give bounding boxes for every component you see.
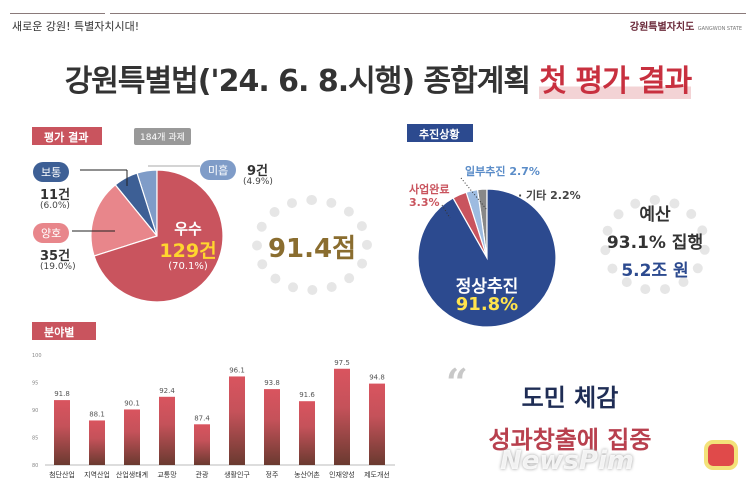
label-normal: 보통 bbox=[33, 162, 70, 182]
task-count-tag: 184개 과제 bbox=[134, 128, 191, 145]
bar bbox=[124, 409, 140, 465]
quote-line1: 도민 체감 bbox=[521, 384, 619, 412]
pct-good: (19.0%) bbox=[40, 262, 76, 272]
pct-poor: (4.9%) bbox=[243, 177, 273, 187]
label-good: 양호 bbox=[33, 223, 70, 243]
count-normal: 11건 bbox=[40, 188, 71, 203]
budget-rate: 93.1% 집행 bbox=[606, 233, 704, 253]
newspim-logo-icon bbox=[708, 444, 734, 466]
bar-value-label: 90.1 bbox=[124, 399, 140, 407]
bar bbox=[369, 383, 385, 465]
label-completed: 사업완료 3.3% bbox=[409, 183, 450, 209]
count-poor: 9건 bbox=[247, 164, 269, 179]
progress-pie bbox=[417, 177, 557, 328]
laurel-wreath-icon bbox=[600, 195, 710, 295]
header-line bbox=[110, 13, 746, 14]
category-label: 제도개선 bbox=[364, 470, 390, 479]
budget-title: 예산 bbox=[639, 205, 671, 225]
count-good: 35건 bbox=[40, 249, 71, 264]
pct-normal-progress: 91.8% bbox=[455, 294, 519, 315]
pct-normal: (6.0%) bbox=[40, 201, 70, 211]
category-label: 농산어촌 bbox=[294, 470, 320, 479]
bar-value-label: 94.8 bbox=[369, 374, 385, 382]
bar-value-label: 91.6 bbox=[299, 391, 315, 399]
bar bbox=[159, 396, 175, 465]
bar bbox=[54, 400, 70, 465]
category-label: 관광 bbox=[196, 470, 209, 479]
bar bbox=[89, 420, 105, 465]
bar-value-label: 93.8 bbox=[264, 379, 280, 387]
field-bar-chart: 100 95 90 85 80 91.8 첨단산업 88.1 지역산업 90.1 산업생태계 92.4… bbox=[32, 353, 395, 479]
leader-line bbox=[460, 177, 488, 211]
y-tick-label: 95 bbox=[32, 381, 38, 387]
evaluation-pie bbox=[72, 165, 224, 303]
category-label: 정주 bbox=[266, 470, 279, 479]
label-poor: 미흡 bbox=[200, 160, 237, 180]
evaluation-slice bbox=[93, 169, 224, 303]
progress-slice bbox=[417, 188, 557, 328]
label-other: · 기타 2.2% bbox=[518, 189, 581, 202]
bar-value-label: 92.4 bbox=[159, 387, 175, 395]
bar bbox=[194, 424, 210, 465]
label-excellent: 우수 bbox=[174, 220, 202, 238]
y-tick-label: 100 bbox=[32, 353, 42, 359]
quote-mark-icon: “ bbox=[446, 360, 468, 405]
count-excellent: 129건 bbox=[159, 240, 217, 262]
y-tick-label: 90 bbox=[32, 408, 38, 414]
category-label: 생활인구 bbox=[224, 470, 250, 479]
laurel-wreath-icon bbox=[252, 195, 372, 295]
leader-line bbox=[441, 204, 451, 219]
bar bbox=[229, 376, 245, 465]
section-evaluation: 평가 결과 bbox=[32, 127, 103, 145]
watermark-logo: NewsPim bbox=[500, 446, 634, 476]
category-label: 인재양성 bbox=[329, 470, 355, 479]
section-field: 분야별 bbox=[32, 322, 97, 340]
section-progress: 추진상황 bbox=[407, 124, 474, 142]
pct-excellent: (70.1%) bbox=[168, 261, 208, 272]
bar-value-label: 96.1 bbox=[229, 366, 245, 374]
budget-amount: 5.2조 원 bbox=[621, 261, 689, 281]
label-normal-progress: 정상추진 bbox=[455, 277, 519, 297]
header-line bbox=[10, 13, 105, 14]
category-label: 첨단산업 bbox=[49, 470, 75, 479]
bar-value-label: 88.1 bbox=[89, 410, 105, 418]
page-title: 강원특별법('24. 6. 8.시행) 종합계획 첫 평가 결과 bbox=[64, 64, 692, 99]
category-label: 산업생태계 bbox=[116, 470, 148, 479]
bar-value-label: 97.5 bbox=[334, 359, 350, 367]
bar-value-label: 91.8 bbox=[54, 390, 70, 398]
y-tick-label: 85 bbox=[32, 436, 38, 442]
bar bbox=[299, 401, 315, 465]
brand-logo: 강원특별자치도 GANGWON STATE bbox=[629, 22, 742, 33]
category-label: 교통망 bbox=[157, 470, 177, 479]
slogan: 새로운 강원! 특별자치시대! bbox=[12, 20, 140, 33]
evaluation-slice bbox=[90, 184, 159, 257]
quote-line2: 성과창출에 집중 bbox=[488, 426, 652, 454]
category-label: 지역산업 bbox=[84, 470, 110, 479]
bar-value-label: 87.4 bbox=[194, 414, 210, 422]
y-tick-label: 80 bbox=[32, 463, 38, 469]
bar bbox=[264, 389, 280, 465]
label-partial: 일부추진 2.7% bbox=[465, 165, 540, 178]
bar bbox=[334, 368, 350, 465]
score: 91.4점 bbox=[267, 234, 357, 264]
